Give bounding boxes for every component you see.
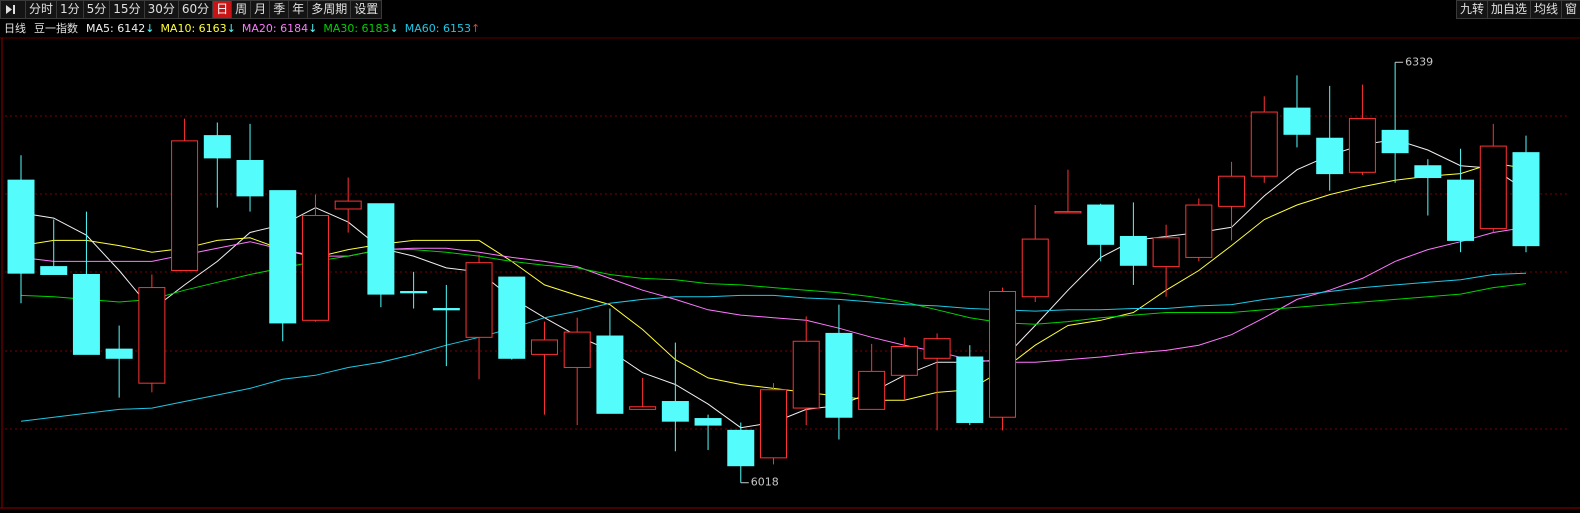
- candle-body: [825, 332, 853, 418]
- candle-body: [563, 331, 591, 368]
- toolbar: 分时 1分 5分 15分 30分 60分日周月季年多周期 设置: [0, 0, 383, 19]
- legend-value: 6142: [117, 22, 146, 35]
- candle-body: [694, 418, 722, 426]
- legend-trend: ↓: [145, 22, 155, 35]
- candle-body: [596, 335, 624, 414]
- candle-body: [7, 179, 35, 274]
- period: 日线: [4, 22, 26, 35]
- period-button[interactable]: 5分: [82, 0, 111, 19]
- legend-separator: :: [435, 22, 443, 35]
- candle-body: [40, 266, 68, 275]
- candle-body: [1447, 179, 1475, 241]
- candle-body: [1479, 145, 1507, 230]
- period-button[interactable]: 15分: [109, 0, 145, 19]
- candle-body: [956, 356, 984, 423]
- legend-separator: :: [272, 22, 281, 35]
- period-button[interactable]: 分时: [25, 0, 58, 19]
- tool-button[interactable]: 九转: [1455, 0, 1488, 19]
- candle-body: [1381, 129, 1409, 154]
- candle-body: [661, 401, 689, 422]
- tool-button[interactable]: 加自选: [1486, 0, 1531, 19]
- candle-body: [1054, 211, 1082, 214]
- candle-body: [1250, 111, 1278, 177]
- legend-name: MA20: [241, 22, 273, 35]
- candle-body: [760, 389, 787, 459]
- candle-body: [1087, 204, 1115, 245]
- candle-body: [792, 340, 820, 409]
- candle-body: [1021, 238, 1049, 298]
- candle-body: [989, 290, 1017, 418]
- candle-body: [530, 339, 558, 355]
- legend-name: MA60: [404, 22, 436, 35]
- candle-body: [890, 346, 918, 376]
- candle-body: [629, 406, 657, 410]
- collapse-button[interactable]: [0, 0, 26, 19]
- extreme-label: 6339: [1405, 55, 1433, 68]
- ma-line: [20, 162, 1527, 401]
- legend-trend: ↓: [226, 22, 236, 35]
- icon: [6, 5, 15, 14]
- candle-body: [498, 276, 526, 359]
- legend-name: MA10: [160, 22, 192, 35]
- candle-body: [171, 140, 199, 272]
- legend-value: 6163: [198, 22, 227, 35]
- candle-body: [1316, 137, 1344, 175]
- candle-body: [727, 429, 755, 467]
- candle-body: [334, 200, 362, 210]
- candle-body: [1218, 175, 1246, 207]
- candle-body: [105, 348, 133, 359]
- candle-body: [1348, 118, 1376, 173]
- ma-line: [20, 272, 1527, 422]
- extreme-label: 6018: [751, 476, 779, 489]
- candle-body: [465, 262, 493, 338]
- period-button[interactable]: 月: [250, 0, 271, 19]
- candle-body: [367, 203, 395, 295]
- period-button[interactable]: 季: [269, 0, 290, 19]
- period-button[interactable]: 年: [288, 0, 309, 19]
- legend-separator: :: [354, 22, 362, 35]
- candle-body: [923, 338, 951, 359]
- candle-body: [138, 287, 166, 384]
- candle-body: [1185, 204, 1213, 258]
- candle-body: [72, 273, 100, 355]
- legend-separator: :: [110, 22, 118, 35]
- toolbar-right: 九转 加自选 均线窗: [1455, 0, 1580, 19]
- legend-value: 6183: [361, 22, 390, 35]
- legend-trend: ↑: [470, 22, 481, 35]
- legend-name: MA5: [86, 22, 111, 35]
- period-button[interactable]: 日: [212, 0, 233, 19]
- candle-body: [1283, 107, 1311, 135]
- candle-body: [858, 370, 886, 410]
- legend-separator: :: [191, 22, 199, 35]
- candle-body: [400, 290, 428, 294]
- period-button[interactable]: 1分: [56, 0, 84, 19]
- candle-body: [269, 190, 297, 324]
- period-button[interactable]: 30分: [143, 0, 179, 19]
- period-button[interactable]: 60分: [177, 0, 214, 19]
- legend-name: MA30: [323, 22, 355, 35]
- legend: 日线 豆一指数 MA5: 6142 ↓ MA10: 6163 ↓ MA20: 6184 ↓…: [4, 20, 486, 37]
- candle-body: [432, 308, 460, 311]
- candle-body: [301, 215, 329, 321]
- legend-trend: ↓: [308, 22, 318, 35]
- period-button[interactable]: 多周期: [307, 0, 352, 19]
- legend-value: 6184: [280, 22, 309, 35]
- candle-body: [203, 135, 231, 159]
- period-button[interactable]: 设置: [350, 0, 383, 19]
- candle-body: [236, 160, 264, 197]
- candle-body: [1152, 237, 1180, 268]
- tool-button[interactable]: 窗: [1560, 0, 1580, 19]
- tool-button[interactable]: 均线: [1529, 0, 1562, 19]
- candle-body: [1512, 152, 1540, 247]
- ma-line: [20, 249, 1527, 325]
- candle-body: [1414, 165, 1442, 179]
- instrument: 豆一指数: [34, 22, 78, 35]
- legend-trend: ↓: [389, 22, 399, 35]
- legend-value: 6153: [442, 22, 471, 35]
- period-button[interactable]: 周: [231, 0, 252, 19]
- candle-body: [1119, 235, 1147, 266]
